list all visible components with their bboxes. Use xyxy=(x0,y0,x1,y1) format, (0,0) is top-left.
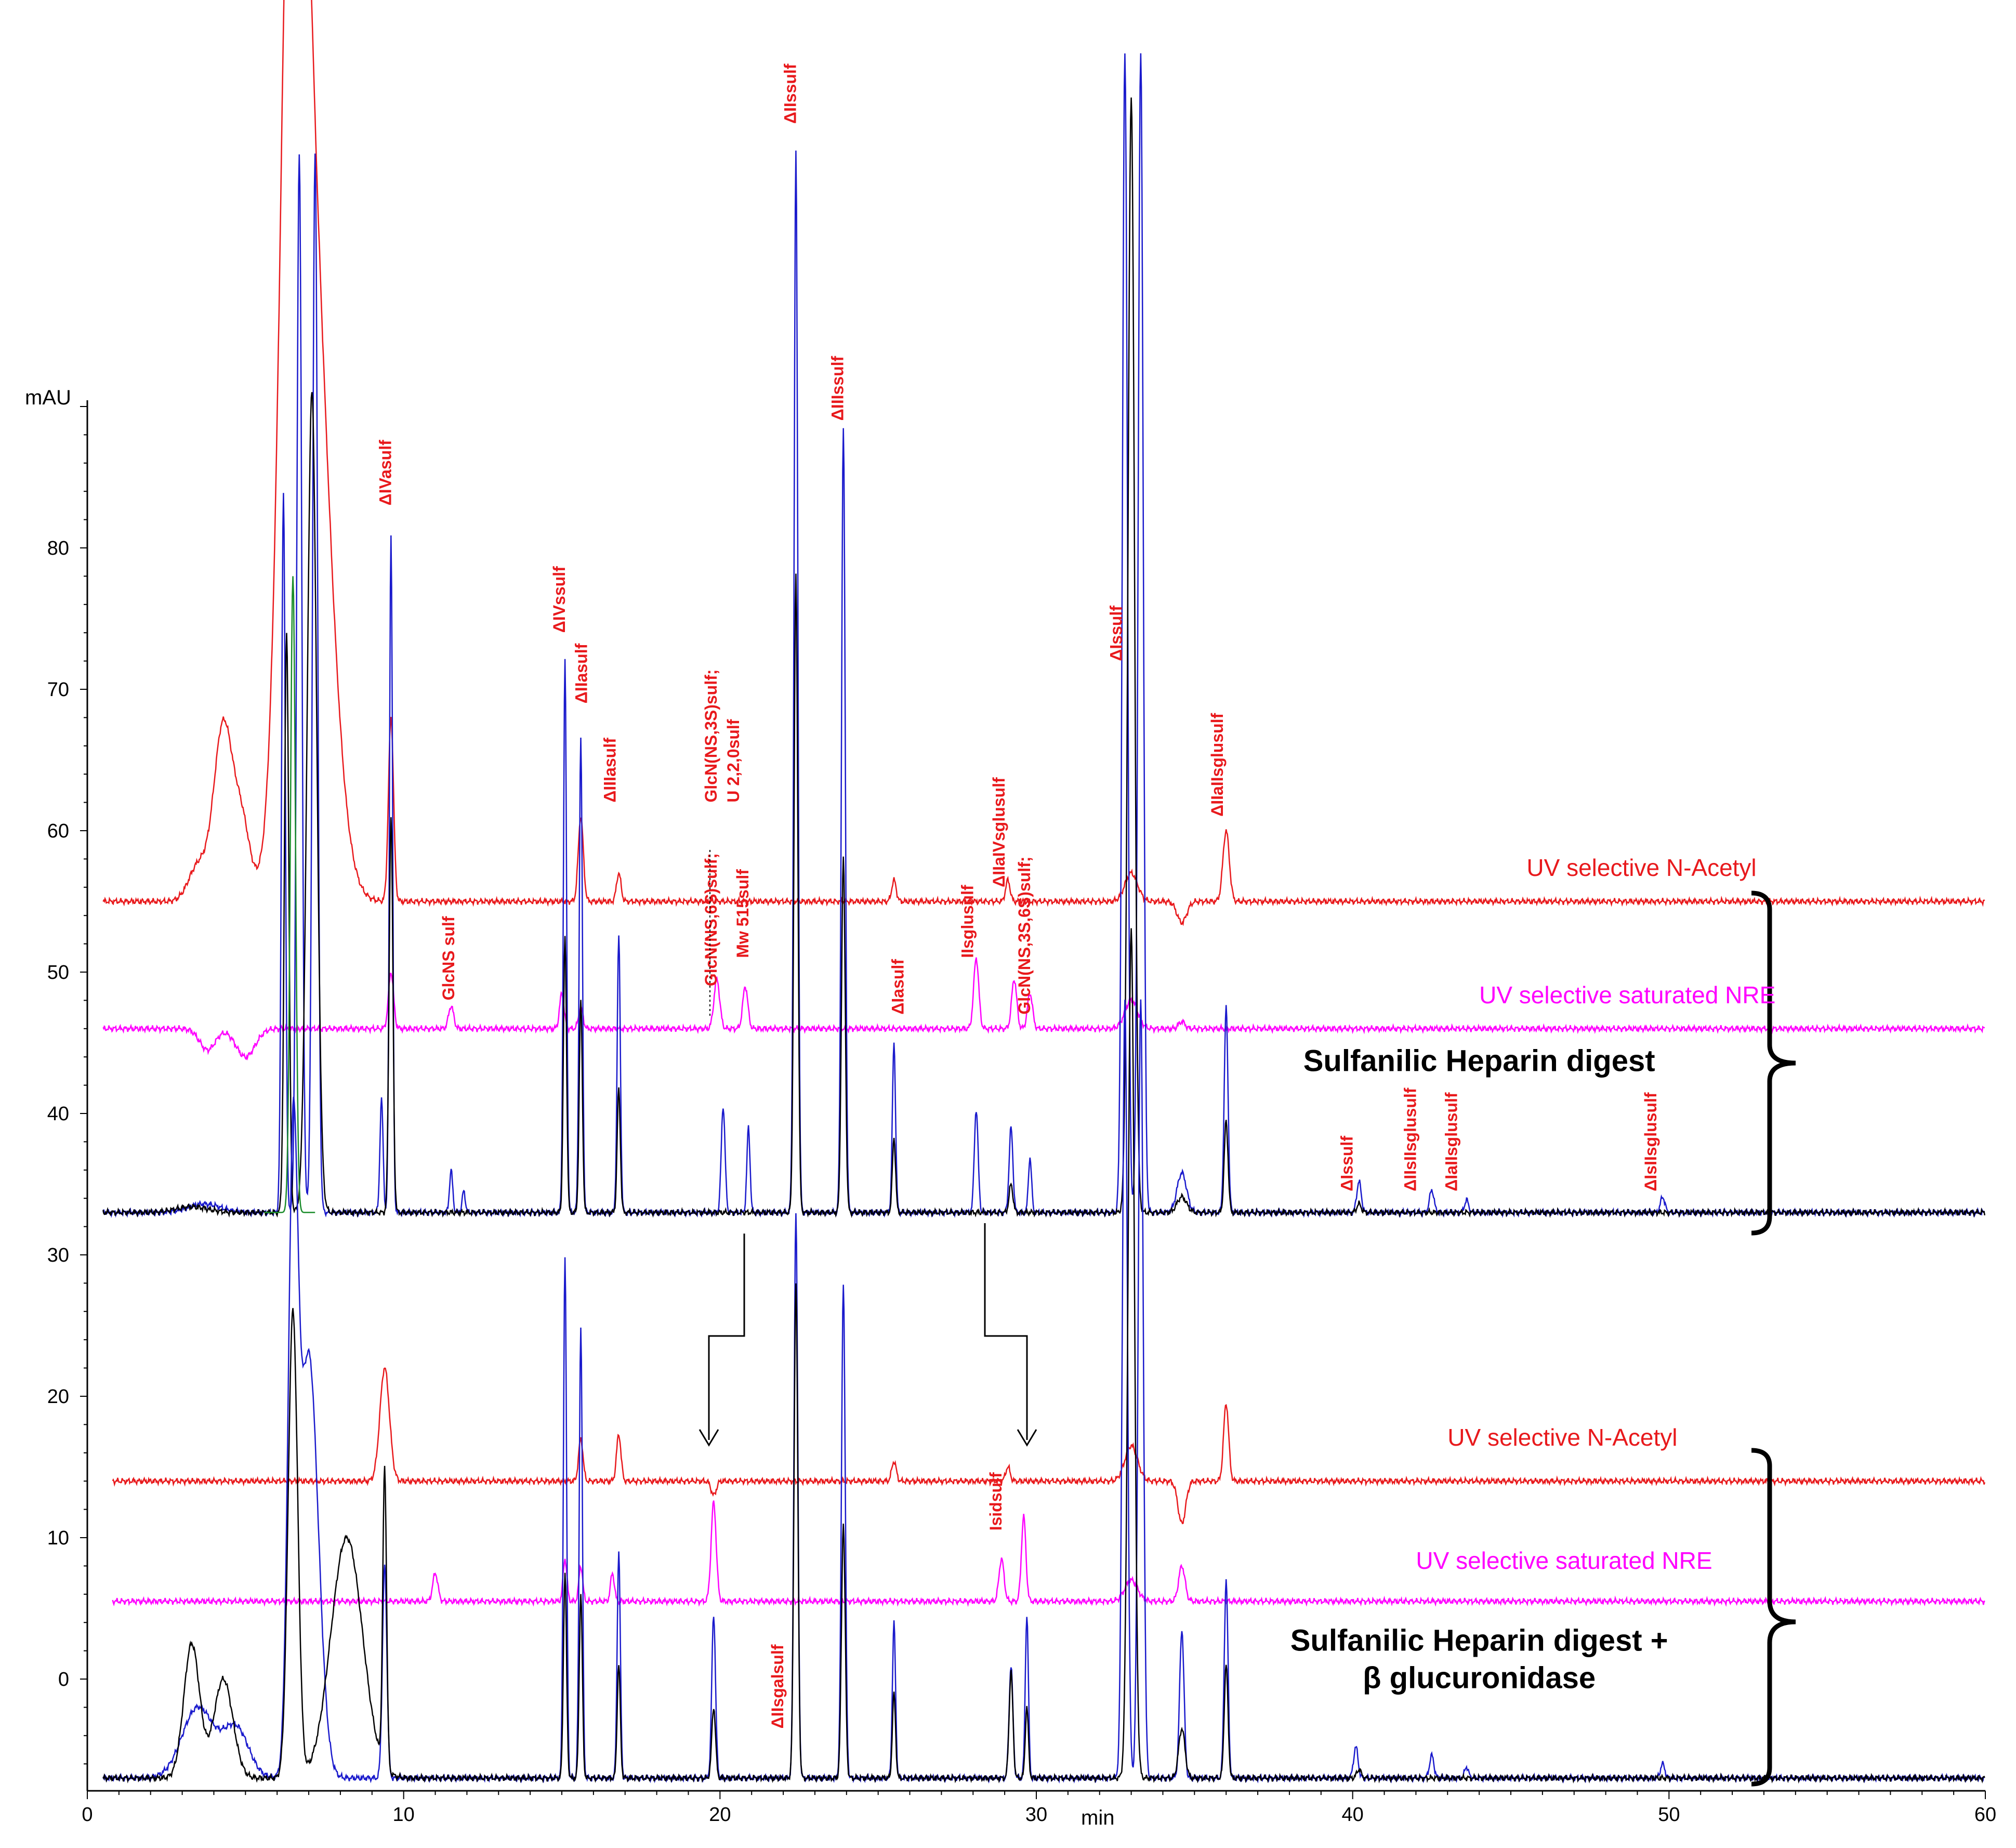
y-tick-label: 40 xyxy=(47,1103,69,1125)
group-label-line: β glucuronidase xyxy=(1363,1661,1596,1695)
peak-annotation: ΔIIaIIsglusulf xyxy=(1208,713,1227,816)
peak-annotation: IIsglusulf xyxy=(958,885,977,958)
arrow-line-right xyxy=(984,1223,1028,1440)
y-axis-label: mAU xyxy=(25,386,71,409)
y-ticks-group: 0 10 20 30 40 50 60 70 80 xyxy=(47,406,87,1765)
peak-annotation: ΔIssulf xyxy=(1338,1136,1356,1191)
arrows-group xyxy=(699,850,1037,1447)
y-tick-label: 30 xyxy=(47,1244,69,1266)
traces-group xyxy=(102,0,1986,1784)
trace-line xyxy=(102,97,1986,1218)
peak-annotation: GlcNS sulf xyxy=(439,916,458,1000)
y-tick-label: 20 xyxy=(47,1386,69,1408)
group-label-line: Sulfanilic Heparin digest xyxy=(1303,1044,1655,1078)
peak-annotation: ΔIIIasulf xyxy=(601,738,620,803)
braces-group xyxy=(1751,890,1796,1787)
x-ticks-group: 0 10 20 30 40 50 60 xyxy=(82,1791,1996,1826)
peak-annotation: ΔIVssulf xyxy=(550,566,569,633)
y-tick-label: 0 xyxy=(58,1669,69,1690)
trace-label: UV selective N-Acetyl xyxy=(1526,854,1756,881)
arrow-head-right xyxy=(1017,1429,1037,1447)
peak-annotation: GlcN(NS,3S)sulf; xyxy=(702,670,720,803)
x-tick-label: 30 xyxy=(1025,1804,1047,1826)
y-tick-label: 70 xyxy=(47,679,69,701)
trace-line xyxy=(102,928,1985,1784)
group-labels-group: Sulfanilic Heparin digest Sulfanilic Hepa… xyxy=(1290,1044,1668,1695)
x-tick-label: 40 xyxy=(1342,1804,1364,1826)
arrow-head-left xyxy=(699,1429,719,1447)
x-tick-label: 60 xyxy=(1974,1804,1996,1826)
x-tick-label: 20 xyxy=(709,1804,731,1826)
y-tick-label: 10 xyxy=(47,1527,69,1549)
axes-group: 0 10 20 30 40 50 60 70 80 0 10 20 30 40 50 60 mAU min xyxy=(25,386,1996,1829)
x-tick-label: 0 xyxy=(82,1804,93,1826)
peak-annotation: Mw 515sulf xyxy=(733,869,752,958)
trace-line xyxy=(102,0,1985,926)
peak-annotation: GlcN(NS,6S)sulf; xyxy=(702,853,720,986)
y-tick-label: 80 xyxy=(47,538,69,559)
arrow-line-left xyxy=(708,1234,745,1440)
peak-annotation: ΔIVasulf xyxy=(376,440,394,506)
trace-line xyxy=(102,957,1985,1061)
peak-annotation: ΔIasulf xyxy=(888,959,907,1015)
group-label-line: Sulfanilic Heparin digest + xyxy=(1290,1624,1668,1658)
peak-annotation: U 2,2,0sulf xyxy=(724,719,743,802)
trace-label: UV selective saturated NRE xyxy=(1416,1547,1712,1574)
peak-annotation: ΔIIasulf xyxy=(572,643,591,703)
peak-annotation: ΔIIIssulf xyxy=(828,356,847,421)
trace-line xyxy=(112,1500,1985,1607)
peak-annotation: ΔIIsIIsglusulf xyxy=(1401,1087,1419,1191)
peak-annotation: ΔIaIIsglusulf xyxy=(1442,1092,1461,1191)
x-tick-label: 50 xyxy=(1658,1804,1680,1826)
peak-annotation: ΔIIaIVsglusulf xyxy=(990,777,1008,887)
peak-annotation: ΔIIssulf xyxy=(781,63,799,124)
brace-top xyxy=(1751,890,1796,1236)
trace-line-green xyxy=(264,576,315,1213)
peak-annotation: ΔIIsgalsulf xyxy=(768,1644,787,1728)
x-axis-label: min xyxy=(1081,1806,1114,1829)
trace-line xyxy=(112,1367,1985,1525)
x-tick-label: 10 xyxy=(393,1804,415,1826)
trace-labels-group: UV selective N-Acetyl UV selective satura… xyxy=(1416,854,1775,1574)
y-tick-label: 60 xyxy=(47,820,69,842)
peak-annotation: GlcN(NS,3S,6S)sulf; xyxy=(1015,857,1034,1015)
y-tick-label: 50 xyxy=(47,962,69,984)
peak-annotation: ΔIssulf xyxy=(1106,606,1125,661)
peak-annotation: Isidsulf xyxy=(986,1472,1005,1530)
trace-label: UV selective N-Acetyl xyxy=(1447,1424,1677,1451)
trace-label: UV selective saturated NRE xyxy=(1479,981,1775,1008)
peak-annotation: ΔIsIIsglusulf xyxy=(1641,1092,1660,1191)
brace-bottom xyxy=(1751,1448,1796,1787)
